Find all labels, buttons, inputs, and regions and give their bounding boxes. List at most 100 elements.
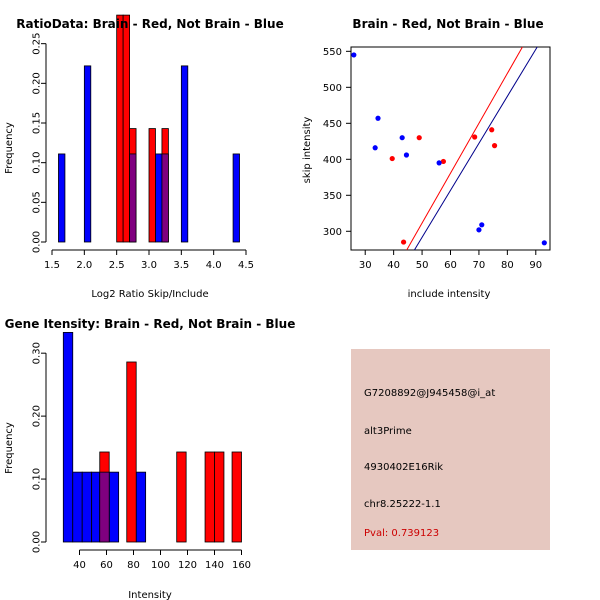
intensity-red-bar-5: [231, 451, 242, 543]
scatter-y-tick-label: 350: [323, 191, 342, 202]
intensity-y-tick-label: 0.20: [32, 405, 43, 427]
info-pval: Pval: 0.739123: [364, 528, 439, 539]
ratio-x-tick-label: 2.5: [109, 260, 125, 271]
intensity-blue-bar-6: [135, 471, 147, 543]
intensity-x-tick-label: 160: [232, 560, 251, 571]
scatter-point-brain: [440, 158, 446, 165]
intensity-blue-bar-3: [91, 471, 101, 543]
ratio-y-tick-label: 0.25: [32, 33, 43, 55]
ratio-blue-bar-3: [155, 153, 163, 243]
intensity-blue-bar-0: [62, 332, 74, 543]
scatter-point-brain: [472, 134, 478, 140]
scatter-x-tick-label: 90: [529, 260, 542, 271]
ratio-blue-bar-1: [83, 65, 92, 243]
scatter-point-brain: [416, 135, 422, 141]
ratio-blue-bar-6: [232, 153, 240, 243]
intensity-overlap-bar-0: [99, 471, 110, 543]
intensity-x-tick-label: 60: [100, 560, 113, 571]
ratio-histogram-title: RatioData: Brain - Red, Not Brain - Blue: [16, 17, 283, 31]
ratio-red-bar-0: [116, 14, 124, 243]
ratio-x-tick-label: 3.5: [173, 260, 189, 271]
scatter-point-not-brain: [351, 52, 357, 58]
ratio-y-tick-label: 0.05: [32, 191, 43, 213]
intensity-histogram-bars: [62, 332, 242, 543]
ratio-histogram-axes: 1.5 2.0 2.5 3.0 3.5 4.0 4.5 0.00 0.05 0.10 0.15 0.2…: [32, 33, 254, 271]
scatter-point-brain: [491, 143, 498, 149]
scatter-point-not-brain: [372, 145, 378, 151]
scatter-axes: 30 40 50 60 70 80 90 300 350 400 450 500 550: [323, 47, 542, 271]
scatter-y-tick-label: 450: [323, 119, 342, 130]
ratio-x-tick-label: 4.0: [206, 260, 222, 271]
ratio-red-bar-3: [148, 128, 156, 243]
scatter-y-tick-label: 500: [323, 83, 342, 94]
ratio-red-bar-1: [122, 14, 130, 243]
scatter-plot-frame: [350, 46, 551, 251]
intensity-x-tick-label: 100: [151, 560, 170, 571]
intensity-y-tick-label: 0.30: [32, 342, 43, 364]
intensity-x-tick-label: 120: [178, 560, 197, 571]
scatter-point-not-brain: [375, 115, 381, 121]
ratio-overlap-bar-4: [161, 153, 169, 243]
info-location: chr8.25222-1.1: [364, 499, 441, 510]
intensity-histogram-axes: 40 60 80 100 120 140 160 0.00 0.10 0.20 0.30: [32, 342, 252, 571]
intensity-x-tick-label: 140: [205, 560, 224, 571]
intensity-blue-bar-1: [72, 471, 83, 543]
intensity-x-tick-label: 40: [73, 560, 86, 571]
ratio-y-tick-label: 0.10: [32, 152, 43, 174]
ratio-blue-bar-0: [58, 153, 66, 243]
info-panel: [351, 349, 550, 550]
ratio-y-tick-label: 0.15: [32, 112, 43, 134]
ratio-histogram-bars: [58, 14, 240, 243]
scatter-point-not-brain: [399, 135, 405, 141]
ratio-histogram-xlabel: Log2 Ratio Skip/Include: [91, 289, 208, 300]
scatter-x-tick-label: 50: [416, 260, 429, 271]
scatter-fit-lines: [406, 46, 538, 251]
intensity-red-bar-4: [214, 451, 225, 543]
intensity-histogram-xlabel: Intensity: [128, 590, 172, 600]
scatter-y-tick-label: 300: [323, 227, 342, 238]
scatter-xlabel: include intensity: [408, 289, 491, 300]
intensity-red-bar-3: [204, 451, 215, 543]
scatter-title: Brain - Red, Not Brain - Blue: [352, 17, 543, 31]
scatter-fit-line-brain: [406, 46, 523, 251]
scatter-point-not-brain: [541, 240, 547, 246]
intensity-x-tick-label: 80: [127, 560, 140, 571]
scatter-y-tick-label: 550: [323, 47, 342, 58]
intensity-red-bar-1: [126, 361, 137, 543]
ratio-blue-bar-5: [180, 65, 189, 243]
info-event-type: alt3Prime: [364, 426, 412, 437]
ratio-y-tick-label: 0.20: [32, 72, 43, 94]
info-probe-id: G7208892@J945458@i_at: [364, 388, 495, 399]
scatter-point-not-brain: [476, 227, 482, 233]
intensity-histogram-title: Gene Itensity: Brain - Red, Not Brain - …: [5, 317, 296, 331]
scatter-x-tick-label: 30: [359, 260, 372, 271]
ratio-x-tick-label: 4.5: [238, 260, 254, 271]
scatter-point-not-brain: [436, 160, 442, 166]
scatter-ylabel: skip intensity: [302, 117, 313, 184]
intensity-blue-bar-2: [81, 471, 93, 543]
ratio-overlap-bar-2: [129, 153, 137, 243]
scatter-x-tick-label: 60: [444, 260, 457, 271]
intensity-blue-bar-5: [108, 471, 120, 543]
ratio-x-tick-label: 2.0: [76, 260, 92, 271]
intensity-red-bar-2: [176, 451, 187, 543]
ratio-y-tick-label: 0.00: [32, 231, 43, 253]
ratio-histogram-ylabel: Frequency: [4, 122, 15, 174]
scatter-point-not-brain: [479, 222, 485, 228]
scatter-y-tick-label: 400: [323, 155, 342, 166]
scatter-x-tick-label: 40: [387, 260, 400, 271]
info-gene-symbol: 4930402E16Rik: [364, 462, 443, 473]
scatter-point-brain: [389, 155, 395, 162]
intensity-y-tick-label: 0.00: [32, 531, 43, 553]
scatter-point-brain: [400, 239, 407, 245]
scatter-fit-line-not-brain: [413, 46, 538, 251]
scatter-x-tick-label: 80: [501, 260, 514, 271]
scatter-points: [351, 52, 547, 246]
intensity-histogram-ylabel: Frequency: [4, 422, 15, 474]
intensity-y-tick-label: 0.10: [32, 468, 43, 490]
ratio-x-tick-label: 1.5: [44, 260, 60, 271]
scatter-point-brain: [489, 127, 495, 133]
scatter-point-not-brain: [403, 152, 410, 158]
